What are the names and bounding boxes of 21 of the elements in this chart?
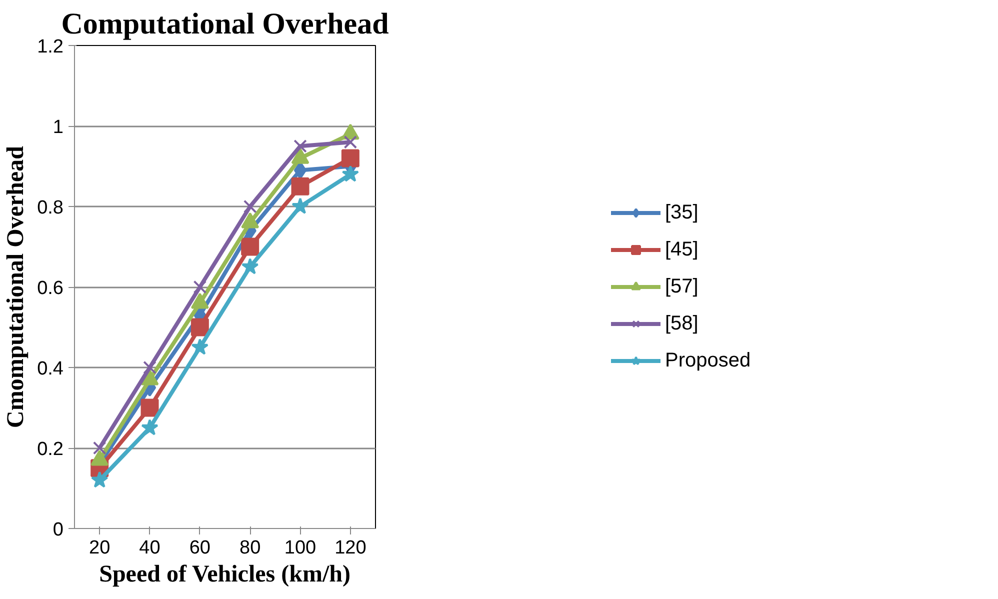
legend-label: [58]	[665, 312, 700, 335]
x-tick-label: 120	[334, 538, 366, 558]
x-tick-label: 80	[240, 538, 261, 558]
x-tick-label: 100	[284, 538, 316, 558]
y-tick-label: 1.2	[37, 36, 64, 58]
y-tick-label: 0.4	[37, 358, 64, 380]
x-tick-label: 60	[189, 538, 210, 558]
y-tick-label: 1	[52, 117, 64, 138]
x-tick-label: 40	[139, 538, 160, 558]
y-axis-title: Cmomputational Overhead	[3, 145, 30, 428]
legend-label: [45]	[665, 238, 700, 261]
x-axis-title: Speed of Vehicles (km/h)	[99, 562, 350, 588]
y-tick-label: 0	[52, 520, 64, 540]
y-tick-label: 0.6	[37, 278, 64, 299]
legend-label: Proposed	[665, 349, 752, 372]
y-tick-label: 0.8	[37, 198, 64, 218]
legend-label: [35]	[665, 201, 700, 224]
x-tick-label: 20	[89, 538, 110, 558]
y-tick-label: 0.2	[37, 439, 64, 460]
legend-label: [57]	[665, 275, 700, 298]
chart-title: Computational Overhead	[61, 8, 390, 40]
